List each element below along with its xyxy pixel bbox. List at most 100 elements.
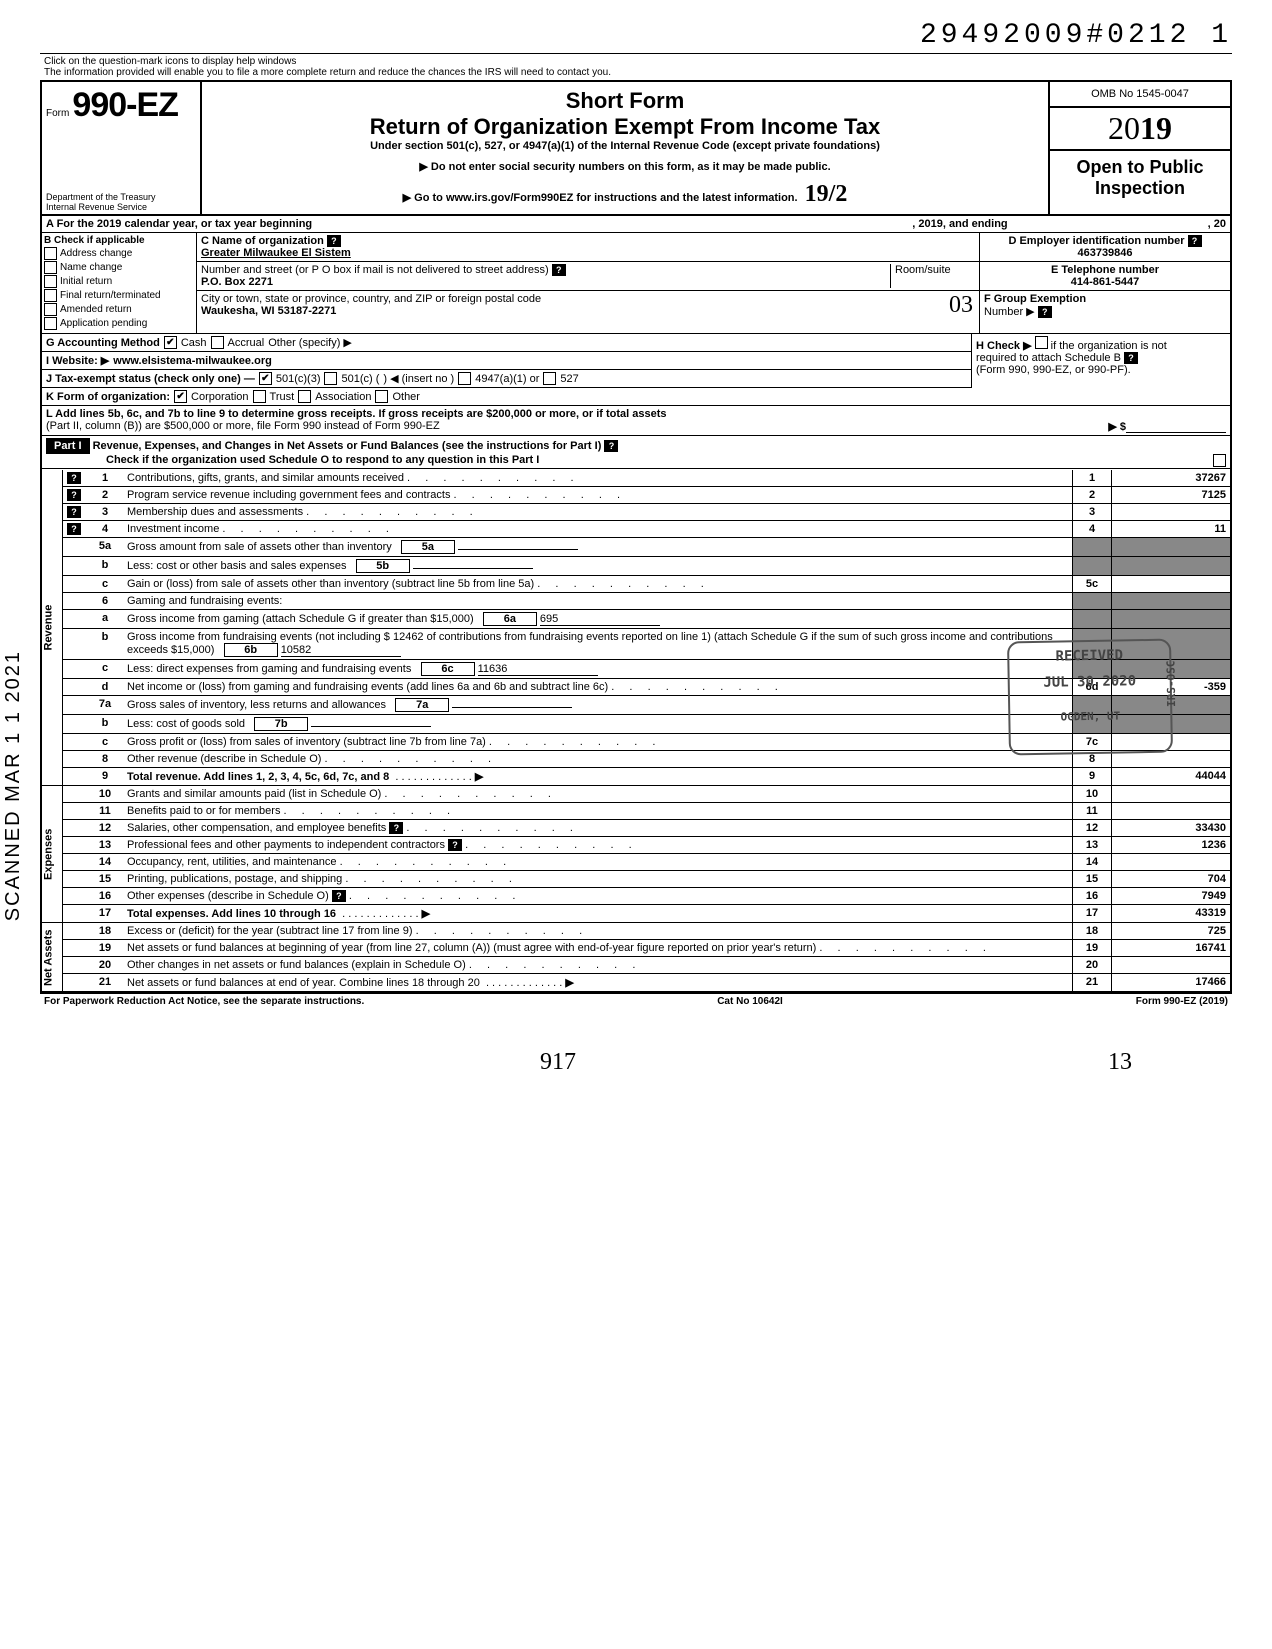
checkbox[interactable] bbox=[44, 303, 57, 316]
line-amount bbox=[1112, 557, 1231, 576]
line-amount bbox=[1112, 786, 1231, 803]
sub-line-box: 7b bbox=[254, 717, 308, 731]
line-description: Total expenses. Add lines 10 through 16 … bbox=[123, 905, 1073, 923]
form-header: Form 990-EZ Department of the Treasury I… bbox=[42, 82, 1230, 216]
line-box-number bbox=[1073, 538, 1112, 557]
website-url: www.elsistema-milwaukee.org bbox=[113, 355, 272, 367]
help-icon[interactable]: ? bbox=[552, 264, 566, 276]
line-amount bbox=[1112, 957, 1231, 974]
checkbox-527[interactable] bbox=[543, 372, 556, 385]
line-description: Less: cost of goods sold 7b bbox=[123, 715, 1073, 734]
checkbox-corporation[interactable]: ✔ bbox=[174, 390, 187, 403]
line-row: Revenue?1Contributions, gifts, grants, a… bbox=[42, 470, 1230, 487]
line-description: Net assets or fund balances at beginning… bbox=[123, 940, 1073, 957]
help-icon[interactable]: ? bbox=[67, 472, 81, 484]
line-description: Net assets or fund balances at end of ye… bbox=[123, 974, 1073, 992]
checkbox-trust[interactable] bbox=[253, 390, 266, 403]
department-label: Department of the Treasury Internal Reve… bbox=[46, 192, 156, 212]
checkbox-association[interactable] bbox=[298, 390, 311, 403]
section-side-label: Net Assets bbox=[42, 923, 63, 992]
city-row: City or town, state or province, country… bbox=[197, 291, 979, 319]
line-box-number: 19 bbox=[1073, 940, 1112, 957]
line-amount: 7949 bbox=[1112, 888, 1231, 905]
sub-line-value bbox=[413, 568, 533, 569]
under-section: Under section 501(c), 527, or 4947(a)(1)… bbox=[208, 140, 1042, 152]
line-row: Expenses10Grants and similar amounts pai… bbox=[42, 786, 1230, 803]
help-icon[interactable]: ? bbox=[67, 489, 81, 501]
checkbox-501c[interactable] bbox=[324, 372, 337, 385]
line-description: Less: direct expenses from gaming and fu… bbox=[123, 660, 1073, 679]
help-icon[interactable]: ? bbox=[604, 440, 618, 452]
line-box-number: 17 bbox=[1073, 905, 1112, 923]
line-description: Other changes in net assets or fund bala… bbox=[123, 957, 1073, 974]
line-number: 2 bbox=[87, 487, 123, 504]
line-amount: 44044 bbox=[1112, 768, 1231, 786]
part-1-header: Part I Revenue, Expenses, and Changes in… bbox=[42, 436, 1230, 469]
scanned-stamp-side: SCANNED MAR 1 1 2021 bbox=[2, 650, 25, 921]
line-number: 6 bbox=[87, 593, 123, 610]
line-row: 5aGross amount from sale of assets other… bbox=[42, 538, 1230, 557]
checkbox[interactable] bbox=[44, 261, 57, 274]
part-1-title: Revenue, Expenses, and Changes in Net As… bbox=[93, 440, 602, 452]
line-amount bbox=[1112, 504, 1231, 521]
line-amount bbox=[1112, 854, 1231, 871]
help-icon[interactable]: ? bbox=[1188, 235, 1202, 247]
checkbox[interactable] bbox=[44, 317, 57, 330]
checkbox[interactable] bbox=[44, 247, 57, 260]
checkbox-schedule-b[interactable] bbox=[1035, 336, 1048, 349]
checkbox-row: Final return/terminated bbox=[44, 289, 194, 302]
line-number: 9 bbox=[87, 768, 123, 786]
checkbox[interactable] bbox=[44, 275, 57, 288]
help-icon[interactable]: ? bbox=[389, 822, 403, 834]
line-row: 14Occupancy, rent, utilities, and mainte… bbox=[42, 854, 1230, 871]
line-amount: 11 bbox=[1112, 521, 1231, 538]
checkbox-accrual[interactable] bbox=[211, 336, 224, 349]
line-number: d bbox=[87, 679, 123, 696]
checkbox-other-org[interactable] bbox=[375, 390, 388, 403]
help-icon[interactable]: ? bbox=[67, 506, 81, 518]
line-number: 11 bbox=[87, 803, 123, 820]
help-icon[interactable]: ? bbox=[332, 890, 346, 902]
form-title-cell: Short Form Return of Organization Exempt… bbox=[202, 82, 1050, 214]
help-icon[interactable]: ? bbox=[448, 839, 462, 851]
checkbox[interactable] bbox=[44, 289, 57, 302]
help-icon[interactable]: ? bbox=[67, 523, 81, 535]
checkbox-4947[interactable] bbox=[458, 372, 471, 385]
line-box-number: 10 bbox=[1073, 786, 1112, 803]
line-row: bLess: cost or other basis and sales exp… bbox=[42, 557, 1230, 576]
line-amount: 704 bbox=[1112, 871, 1231, 888]
sub-line-value bbox=[311, 726, 431, 727]
help-icon[interactable]: ? bbox=[1124, 352, 1138, 364]
line-amount: 725 bbox=[1112, 923, 1231, 940]
open-to-public: Open to Public Inspection bbox=[1050, 151, 1230, 205]
line-row: 20Other changes in net assets or fund ba… bbox=[42, 957, 1230, 974]
line-description: Gain or (loss) from sale of assets other… bbox=[123, 576, 1073, 593]
help-icon[interactable]: ? bbox=[1038, 306, 1052, 318]
checkbox-schedule-o[interactable] bbox=[1213, 454, 1226, 467]
line-row: 11Benefits paid to or for members . . . … bbox=[42, 803, 1230, 820]
line-amount: 37267 bbox=[1112, 470, 1231, 487]
room-suite-label: Room/suite bbox=[895, 264, 951, 276]
line-amount: 16741 bbox=[1112, 940, 1231, 957]
line-amount: 43319 bbox=[1112, 905, 1231, 923]
line-description: Gross income from fundraising events (no… bbox=[123, 629, 1073, 660]
line-description: Membership dues and assessments . . . . … bbox=[123, 504, 1073, 521]
line-box-number bbox=[1073, 696, 1112, 715]
checkbox-501c3[interactable]: ✔ bbox=[259, 372, 272, 385]
line-row: cLess: direct expenses from gaming and f… bbox=[42, 660, 1230, 679]
line-box-number bbox=[1073, 557, 1112, 576]
line-row: aGross income from gaming (attach Schedu… bbox=[42, 610, 1230, 629]
line-number: 10 bbox=[87, 786, 123, 803]
line-row: 6Gaming and fundraising events: bbox=[42, 593, 1230, 610]
filing-hint: The information provided will enable you… bbox=[44, 67, 611, 78]
help-icon[interactable]: ? bbox=[327, 235, 341, 247]
checkbox-cash[interactable]: ✔ bbox=[164, 336, 177, 349]
line-number: c bbox=[87, 660, 123, 679]
line-description: Salaries, other compensation, and employ… bbox=[123, 820, 1073, 837]
address-row: Number and street (or P O box if mail is… bbox=[197, 262, 979, 291]
line-description: Program service revenue including govern… bbox=[123, 487, 1073, 504]
line-amount bbox=[1112, 593, 1231, 610]
line-description: Net income or (loss) from gaming and fun… bbox=[123, 679, 1073, 696]
line-number: 12 bbox=[87, 820, 123, 837]
line-number: b bbox=[87, 629, 123, 660]
